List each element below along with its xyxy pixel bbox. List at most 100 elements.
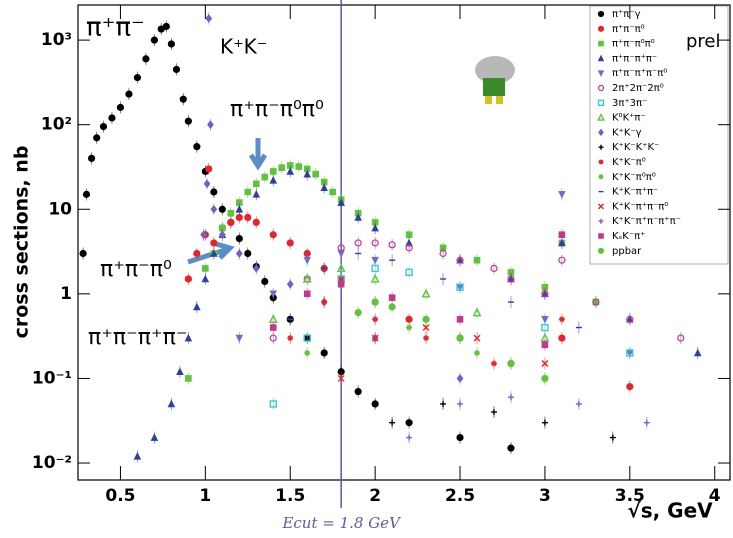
point (388, 294, 396, 302)
point (421, 288, 431, 298)
point (286, 162, 294, 169)
arrow (187, 241, 235, 265)
legend-marker (597, 54, 605, 62)
series (79, 20, 515, 455)
point (218, 205, 226, 213)
point (133, 452, 142, 460)
annotation: K⁺K⁻ (220, 35, 267, 59)
point (371, 256, 379, 265)
point (507, 444, 515, 452)
legend-marker (597, 99, 605, 106)
point (244, 213, 252, 222)
point (287, 335, 294, 342)
annotation: π⁺π⁻π⁺π⁻ (88, 325, 187, 350)
annotation: π⁺π⁻ (86, 13, 145, 43)
point (235, 235, 243, 243)
point (184, 117, 192, 125)
point (235, 249, 243, 258)
point (210, 249, 218, 257)
point (507, 394, 514, 401)
point (269, 334, 277, 342)
point (405, 419, 413, 427)
point (312, 170, 320, 178)
point (252, 190, 261, 198)
point (354, 309, 362, 317)
point (269, 168, 277, 175)
point (405, 244, 413, 252)
point (193, 143, 201, 151)
point (388, 303, 396, 311)
point (490, 409, 497, 416)
point (558, 316, 565, 323)
arrow (248, 138, 268, 171)
point (558, 238, 566, 247)
point (210, 204, 218, 214)
point (372, 316, 379, 323)
point (244, 249, 252, 258)
series (337, 321, 549, 385)
plot-frame (77, 4, 731, 481)
legend-marker (597, 247, 605, 254)
point (179, 95, 187, 103)
legend-box (589, 5, 729, 265)
legend-label: K⁺K⁻π⁺π⁻π⁺π⁻ (612, 216, 681, 227)
point (405, 231, 413, 239)
point (337, 244, 345, 252)
point (456, 256, 464, 264)
point (456, 283, 464, 291)
annotation: prel (686, 31, 721, 52)
point (541, 290, 549, 298)
y-axis-label: cross sections, nb (11, 146, 33, 339)
legend-label: K⁺K⁻π⁰ (612, 157, 646, 168)
legend-marker (598, 218, 604, 224)
point (541, 323, 549, 332)
legend-marker (598, 203, 604, 210)
point (303, 256, 312, 265)
legend-label: 3π⁺3π⁻ (612, 98, 647, 109)
point (269, 324, 277, 331)
point (320, 349, 328, 357)
x-tick-label: 1 (199, 486, 211, 506)
point (193, 302, 201, 311)
point (626, 349, 634, 357)
point (269, 400, 277, 408)
point (304, 349, 311, 356)
point (200, 230, 208, 240)
point (286, 167, 295, 175)
point (371, 239, 379, 247)
point (261, 173, 269, 181)
x-tick-label: 2 (369, 486, 381, 506)
y-tick-label: 10⁻² (32, 453, 72, 473)
point (261, 277, 269, 286)
x-tick-label: 3 (539, 486, 551, 506)
point (235, 205, 244, 213)
point (202, 265, 209, 272)
series (354, 296, 549, 385)
point (162, 22, 170, 31)
point (490, 360, 497, 367)
legend-label: ppbar (612, 246, 642, 257)
point (303, 334, 311, 342)
logo (475, 56, 515, 104)
point (303, 169, 312, 178)
point (693, 348, 702, 357)
point (626, 383, 634, 391)
point (371, 223, 379, 232)
point (354, 213, 362, 221)
point (227, 209, 235, 217)
point (286, 279, 294, 289)
point (473, 256, 481, 264)
point (440, 400, 447, 407)
point (252, 218, 260, 226)
point (389, 419, 396, 426)
point (371, 334, 379, 342)
point (172, 65, 181, 74)
point (150, 36, 159, 44)
point (303, 290, 311, 298)
x-tick-label: 2.5 (445, 486, 475, 506)
point (371, 264, 379, 273)
point (406, 434, 413, 441)
point (405, 315, 413, 323)
point (609, 434, 616, 441)
